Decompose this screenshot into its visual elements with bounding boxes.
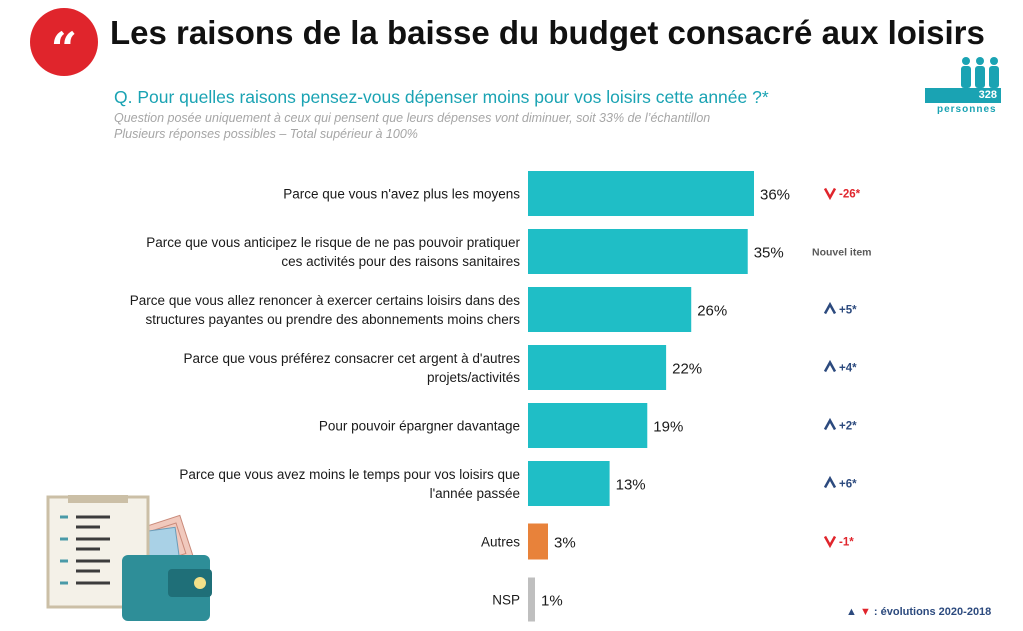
- survey-question: Q. Pour quelles raisons pensez-vous dépe…: [114, 87, 769, 107]
- value-label: 35%: [754, 245, 784, 262]
- sample-size-badge: 328 personnes: [925, 56, 1001, 120]
- value-label: 19%: [653, 419, 683, 436]
- category-label: l'année passée: [430, 486, 520, 501]
- value-label: 3%: [554, 535, 576, 552]
- evolution-label: +5*: [839, 305, 857, 317]
- sample-note: Question posée uniquement à ceux qui pen…: [114, 111, 711, 125]
- sample-count: 328: [925, 88, 1001, 103]
- category-label: Parce que vous anticipez le risque de ne…: [146, 235, 520, 250]
- arrow-up-icon: [823, 417, 837, 431]
- people-group-icon: [961, 57, 999, 88]
- bar: [528, 403, 648, 448]
- value-label: 26%: [697, 303, 727, 320]
- category-label: projets/activités: [427, 370, 520, 385]
- legend-arrow-up-icon: ▲: [846, 606, 857, 618]
- bar: [528, 345, 667, 390]
- bar: [528, 229, 748, 274]
- category-label: NSP: [492, 593, 520, 608]
- category-label: Autres: [481, 535, 520, 550]
- category-label: Parce que vous allez renoncer à exercer …: [130, 293, 520, 308]
- category-label: structures payantes ou prendre des abonn…: [146, 312, 521, 327]
- value-label: 36%: [760, 187, 790, 204]
- evolution-label: +6*: [839, 479, 857, 491]
- page-title: Les raisons de la baisse du budget consa…: [110, 14, 985, 51]
- category-label: Parce que vous avez moins le temps pour …: [179, 467, 520, 482]
- evolution-label: -26*: [839, 189, 861, 201]
- evolution-label: Nouvel item: [812, 247, 872, 259]
- evolution-label: +2*: [839, 421, 857, 433]
- evolution-legend: ▲ ▼ : évolutions 2020-2018: [846, 606, 991, 618]
- arrow-up-icon: [823, 359, 837, 373]
- legend-text: : évolutions 2020-2018: [873, 606, 992, 618]
- category-label: ces activités pour des raisons sanitaire…: [281, 254, 520, 269]
- bar: [528, 577, 535, 622]
- evolution-label: +4*: [839, 363, 857, 375]
- legend-arrow-down-icon: ▼: [859, 606, 871, 618]
- arrow-down-icon: [823, 535, 837, 549]
- sample-label: personnes: [937, 104, 997, 115]
- multiple-answers-note: Plusieurs réponses possibles – Total sup…: [114, 127, 418, 141]
- arrow-up-icon: [823, 301, 837, 315]
- value-label: 1%: [541, 593, 563, 610]
- category-label: Pour pouvoir épargner davantage: [319, 419, 520, 434]
- evolution-label: -1*: [839, 537, 854, 549]
- value-label: 22%: [672, 361, 702, 378]
- arrow-up-icon: [823, 475, 837, 489]
- quote-mark-icon: “: [30, 8, 98, 76]
- bar: [528, 461, 610, 506]
- category-label: Parce que vous préférez consacrer cet ar…: [183, 351, 520, 366]
- bar: [528, 287, 692, 332]
- bar: [528, 171, 754, 216]
- arrow-down-icon: [823, 187, 837, 201]
- clipboard-wallet-illustration: [46, 495, 212, 621]
- bar: [528, 523, 548, 560]
- category-label: Parce que vous n'avez plus les moyens: [283, 187, 520, 202]
- value-label: 13%: [616, 477, 646, 494]
